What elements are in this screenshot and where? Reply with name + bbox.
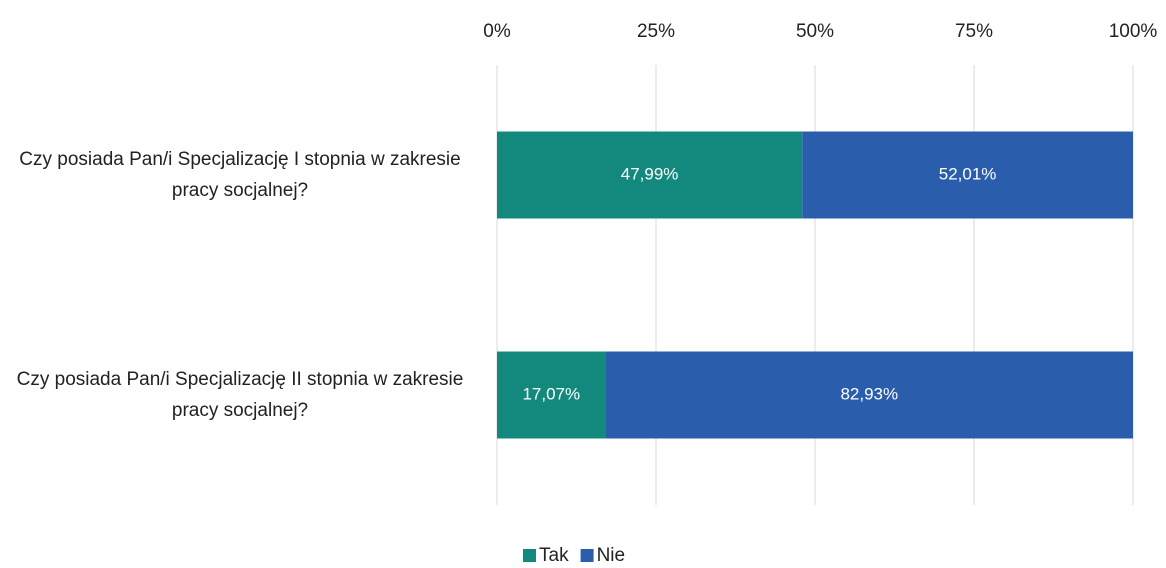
y-tick-label: Czy posiada Pan/i Specjalizację I stopni… <box>19 149 461 201</box>
legend-swatch <box>523 549 536 562</box>
x-tick-label: 25% <box>637 21 675 42</box>
x-tick-label: 75% <box>955 21 993 42</box>
x-tick-label: 100% <box>1109 21 1158 42</box>
x-tick-label: 50% <box>796 21 834 42</box>
bar-segment <box>605 351 1133 439</box>
legend-label: Tak <box>539 545 569 566</box>
legend-swatch <box>580 549 594 562</box>
bar-segment <box>497 351 606 439</box>
legend-label: Nie <box>597 545 626 566</box>
data-label: 17,07% <box>522 384 580 403</box>
bar-segment <box>802 131 1133 219</box>
data-label: 82,93% <box>840 384 898 403</box>
x-tick-label: 0% <box>483 21 511 42</box>
bar-segment <box>497 131 803 219</box>
data-label: 52,01% <box>939 164 997 183</box>
y-tick-label: Czy posiada Pan/i Specjalizację II stopn… <box>16 369 464 421</box>
data-label: 47,99% <box>621 164 679 183</box>
